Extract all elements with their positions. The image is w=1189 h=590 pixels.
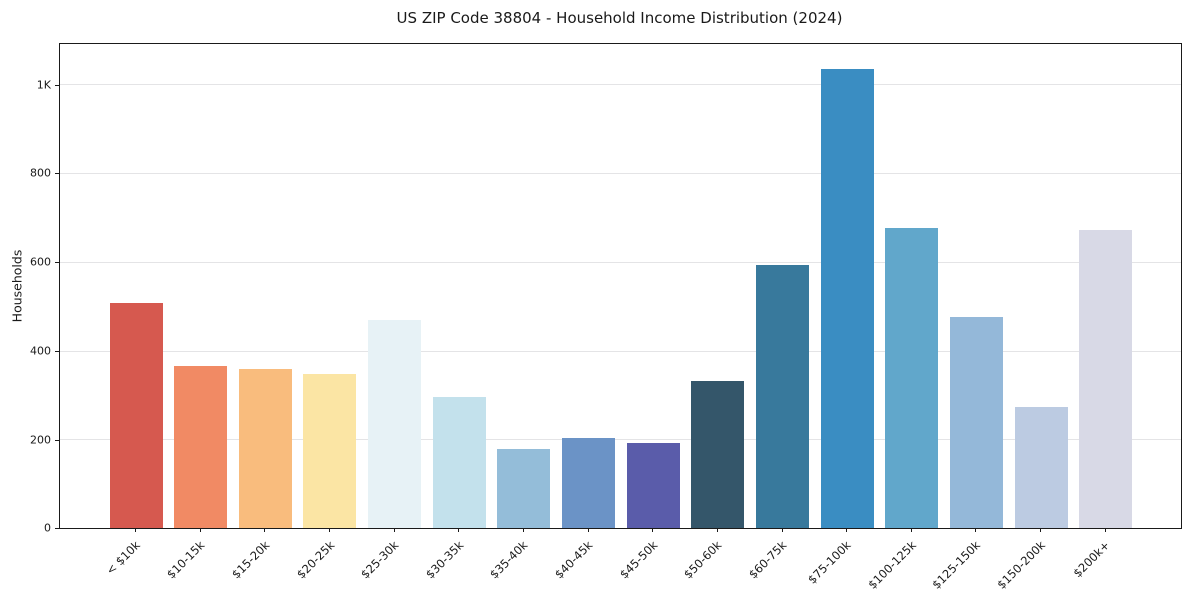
bar-200k: [1079, 229, 1133, 528]
bar-20-25k: [303, 373, 357, 528]
y-tick-mark: [55, 173, 59, 175]
x-tick-mark: [1104, 528, 1106, 532]
x-tick-mark: [135, 528, 136, 532]
x-tick-mark: [199, 528, 201, 532]
bar-35-40k: [497, 449, 551, 528]
chart-title: US ZIP Code 38804 - Household Income Dis…: [396, 9, 843, 27]
x-tick-mark: [1040, 528, 1042, 532]
bar-10-15k: [174, 366, 228, 528]
x-tick-mark: [328, 528, 330, 532]
y-tick-label: 0: [44, 521, 51, 535]
plot-area: [59, 43, 1182, 529]
bar-125-150k: [949, 316, 1003, 528]
gridline-200: [60, 439, 1181, 441]
y-tick-mark: [55, 439, 59, 441]
x-tick-mark: [975, 528, 977, 532]
gridline-400: [60, 350, 1181, 352]
x-tick-mark: [587, 528, 589, 532]
x-tick-mark: [716, 528, 718, 532]
bar-15-20k: [238, 369, 292, 528]
y-tick-label: 800: [30, 166, 51, 180]
x-tick-mark: [264, 528, 266, 532]
x-tick-mark: [393, 528, 395, 532]
x-tick-mark: [910, 528, 912, 532]
y-tick-label: 400: [30, 344, 51, 358]
x-tick-label-anchor: $200k+: [883, 534, 1113, 580]
x-tick-mark: [458, 528, 460, 532]
x-tick-mark: [781, 528, 783, 532]
bar-100-125k: [885, 227, 939, 528]
y-tick-mark: [55, 262, 59, 264]
bar-75-100k: [820, 69, 874, 528]
bar-45-50k: [626, 442, 680, 528]
bar-150-200k: [1014, 406, 1068, 528]
y-tick-mark: [55, 350, 59, 352]
x-tick-label: $200k+: [1070, 538, 1113, 581]
x-tick-mark: [522, 528, 524, 532]
bar-30-35k: [432, 396, 486, 528]
y-tick-label: 600: [30, 255, 51, 269]
x-tick-mark: [846, 528, 848, 532]
bar-50-60k: [691, 380, 745, 528]
y-tick-mark: [55, 84, 59, 86]
bar-40-45k: [562, 437, 616, 528]
y-tick-label: 200: [30, 433, 51, 447]
gridline-800: [60, 173, 1181, 175]
y-tick-mark: [55, 528, 59, 530]
gridline-1K: [60, 84, 1181, 86]
bar-60-75k: [756, 264, 809, 528]
gridline-600: [60, 261, 1181, 263]
x-tick-mark: [652, 528, 654, 532]
bar-10k: [109, 303, 163, 528]
bar-25-30k: [368, 319, 422, 528]
y-tick-label: 1K: [36, 78, 51, 92]
